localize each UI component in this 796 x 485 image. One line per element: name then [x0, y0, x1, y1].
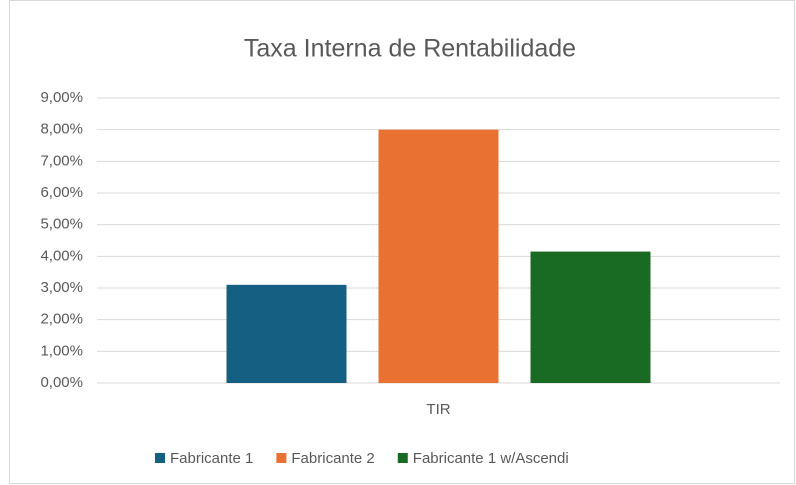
legend-swatch: [155, 453, 165, 463]
y-tick-label: 0,00%: [40, 374, 83, 391]
x-tick-label: TIR: [426, 401, 450, 418]
legend-label: Fabricante 1: [170, 450, 253, 467]
legend-swatch: [276, 453, 287, 463]
legend-label: Fabricante 2: [291, 450, 374, 467]
y-tick-label: 3,00%: [40, 279, 83, 296]
legend-label: Fabricante 1 w/Ascendi: [413, 450, 569, 467]
y-tick-label: 4,00%: [40, 247, 83, 264]
bar: [226, 284, 347, 383]
y-tick-label: 7,00%: [40, 152, 83, 169]
y-tick-label: 8,00%: [40, 121, 83, 138]
bar: [378, 129, 499, 383]
bar: [530, 251, 651, 383]
y-tick-label: 2,00%: [40, 311, 83, 328]
chart-title: Taxa Interna de Rentabilidade: [244, 35, 576, 63]
legend-swatch: [397, 453, 408, 463]
y-tick-label: 6,00%: [40, 184, 83, 201]
y-tick-label: 9,00%: [40, 89, 83, 106]
y-tick-label: 1,00%: [40, 342, 83, 359]
y-tick-label: 5,00%: [40, 216, 83, 233]
